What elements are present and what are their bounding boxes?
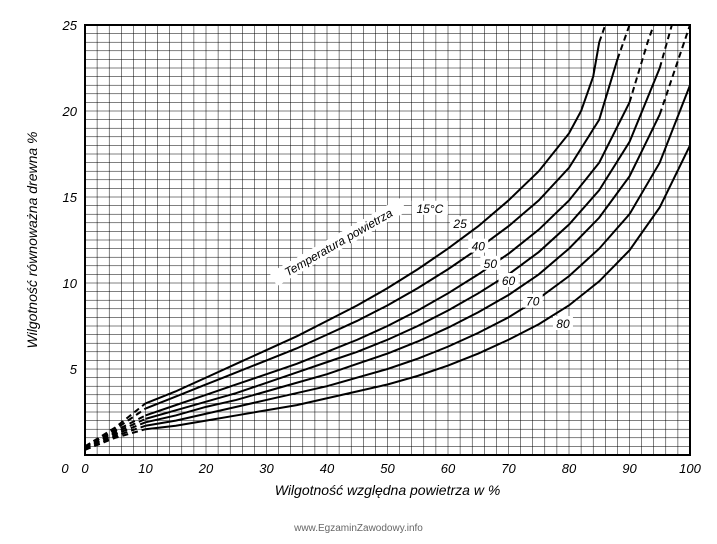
chart-container: 0 10 20 30 40 50 60 70 80 90 100 5 10 15 20 25 0 Wilgotno… xyxy=(10,10,707,521)
svg-text:60: 60 xyxy=(502,274,516,288)
svg-text:20: 20 xyxy=(198,461,214,476)
svg-text:80: 80 xyxy=(556,317,570,331)
svg-text:10: 10 xyxy=(63,276,78,291)
svg-text:60: 60 xyxy=(441,461,456,476)
svg-text:25: 25 xyxy=(62,18,78,33)
svg-text:0: 0 xyxy=(81,461,89,476)
svg-text:80: 80 xyxy=(562,461,577,476)
svg-text:10: 10 xyxy=(138,461,153,476)
svg-text:Wilgotność względna powietrza: Wilgotność względna powietrza w % xyxy=(275,482,501,498)
svg-text:30: 30 xyxy=(259,461,274,476)
footer-text: www.EgzaminZawodowy.info xyxy=(10,523,707,534)
svg-text:40: 40 xyxy=(472,240,486,254)
svg-text:40: 40 xyxy=(320,461,335,476)
svg-text:70: 70 xyxy=(501,461,516,476)
svg-text:70: 70 xyxy=(526,295,540,309)
equilibrium-moisture-chart: 0 10 20 30 40 50 60 70 80 90 100 5 10 15 20 25 0 Wilgotno… xyxy=(10,10,707,500)
svg-text:90: 90 xyxy=(622,461,637,476)
svg-text:0: 0 xyxy=(61,461,69,476)
svg-text:20: 20 xyxy=(62,104,78,119)
svg-text:25: 25 xyxy=(452,217,467,231)
svg-text:50: 50 xyxy=(380,461,395,476)
svg-text:15: 15 xyxy=(63,190,78,205)
svg-text:50: 50 xyxy=(484,257,498,271)
svg-text:15°C: 15°C xyxy=(416,202,443,216)
svg-text:100: 100 xyxy=(679,461,701,476)
svg-text:Wilgotność równoważna drewna %: Wilgotność równoważna drewna % xyxy=(24,132,40,349)
svg-text:5: 5 xyxy=(70,362,78,377)
